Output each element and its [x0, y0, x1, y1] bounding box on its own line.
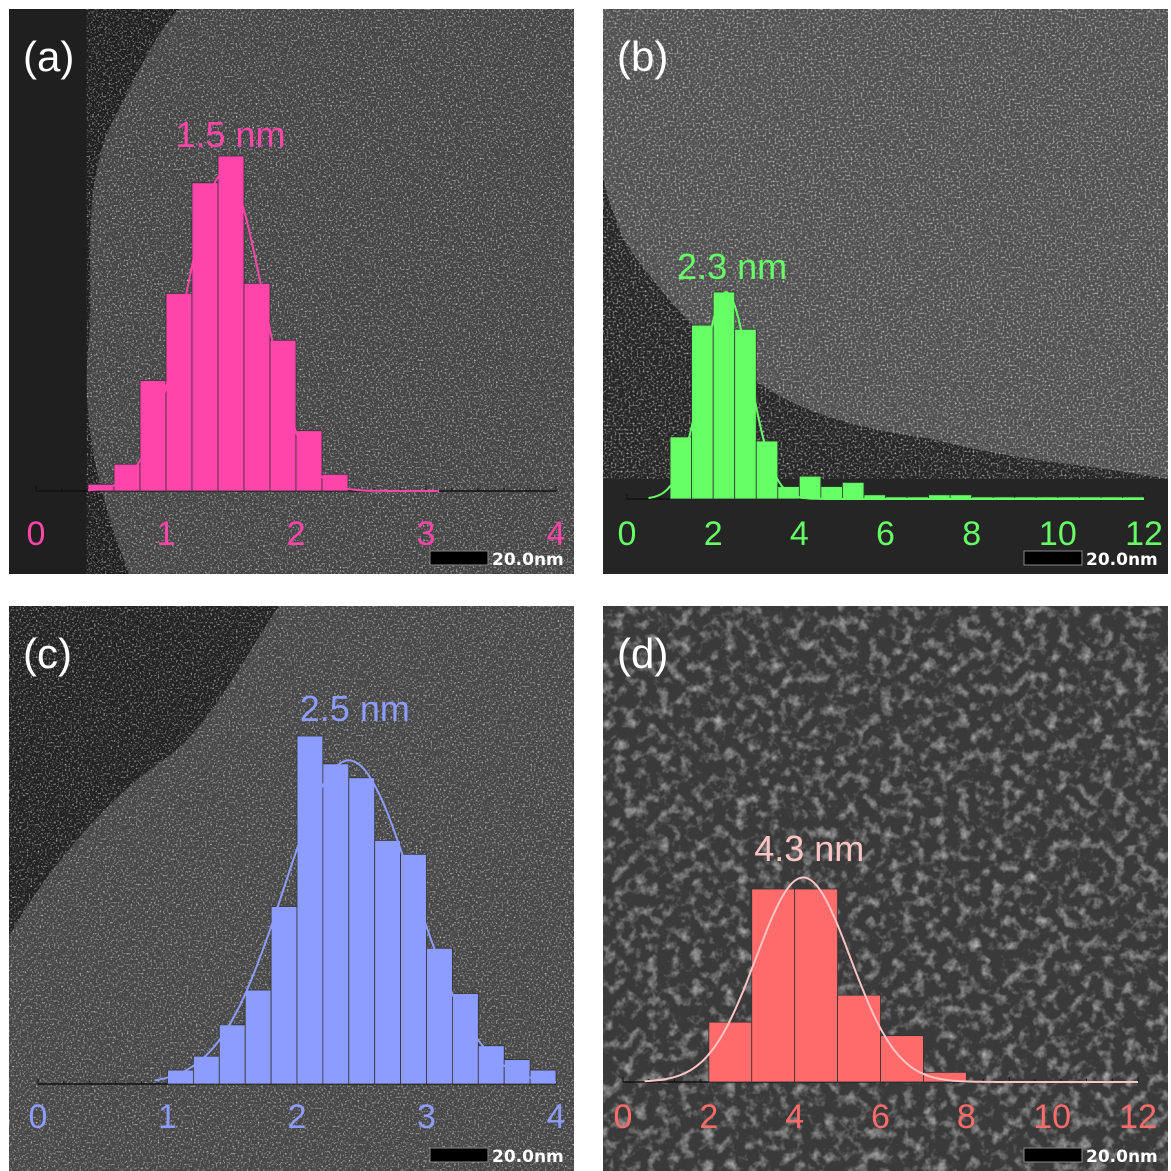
panel-b-bar	[842, 482, 865, 500]
panel-b-tick-label: 0	[618, 515, 637, 553]
panel-d-bar	[751, 888, 796, 1083]
panel-a-bar	[243, 282, 271, 492]
panel-b-tick-label: 2	[704, 515, 723, 553]
panel-b-label: (b)	[617, 33, 668, 80]
panel-b-bar	[712, 291, 736, 500]
panel-c-tick-label: 2	[288, 1098, 307, 1136]
panel-a-tick-label: 0	[27, 515, 46, 553]
panel-d-tick-label: 8	[957, 1098, 976, 1136]
panel-a-bar	[165, 292, 193, 492]
panel-d-tick-label: 10	[1033, 1098, 1071, 1136]
panel-a-bar	[191, 182, 219, 492]
panel-a-tick-label: 2	[287, 515, 306, 553]
panel-c-fit-curve	[154, 759, 557, 1084]
panel-b-tick-label: 12	[1125, 515, 1163, 553]
panel-c-bar	[296, 735, 324, 1085]
panel-b: 0 2 4 6 8 10 12 2.3 nm (b) 20.0nm	[603, 9, 1168, 574]
panel-c-bar	[503, 1059, 531, 1085]
panel-d-chart: 0 2 4 6 8 10 12 4.3 nm (d) 20.0nm	[603, 606, 1168, 1171]
panel-c-bar	[426, 947, 453, 1085]
panel-a-scale-bar-label: 20.0nm	[492, 550, 564, 570]
panel-d-bar	[837, 994, 881, 1083]
panel-a-fit-curve	[87, 171, 439, 492]
panel-d-bar	[708, 1021, 753, 1083]
panel-b-tick-label: 4	[790, 515, 809, 553]
panel-c-bar	[244, 989, 272, 1085]
panel-d-tick-label: 4	[785, 1098, 804, 1136]
panel-d-fit-curve	[644, 876, 1138, 1083]
panel-a-tick-label: 4	[547, 515, 566, 553]
panel-b-bar	[820, 486, 843, 500]
panel-a-chart: 0 1 2 3 4 1.5 nm (a) 20.0nm	[9, 9, 574, 574]
panel-d-scale-bar	[1023, 1147, 1083, 1163]
panel-c-bar	[322, 763, 350, 1085]
panel-d-scale-bar-label: 20.0nm	[1086, 1147, 1158, 1167]
panel-c-scale-bar	[429, 1147, 489, 1163]
panel-a-scale-bar	[429, 550, 489, 566]
panel-c-tick-label: 0	[29, 1098, 48, 1136]
panel-a-bar	[217, 155, 245, 492]
panel-a-tick-label: 3	[417, 515, 436, 553]
panel-c-tick-label: 4	[547, 1098, 566, 1136]
panel-b-tick-label: 8	[962, 515, 981, 553]
panel-c-chart: 0 1 2 3 4 2.5 nm (c) 20.0nm	[9, 606, 574, 1171]
panel-b-bar	[755, 440, 779, 500]
panel-c-bar	[192, 1055, 220, 1085]
panel-d-bar	[794, 888, 838, 1083]
panel-c-tick-label: 3	[417, 1098, 436, 1136]
panel-d-tick-label: 2	[699, 1098, 718, 1136]
panel-a-label: (a)	[23, 33, 74, 80]
panel-d-tick-label: 0	[614, 1098, 633, 1136]
panel-d-label: (d)	[617, 630, 668, 677]
panel-a-bar	[139, 380, 167, 492]
panel-b-bar	[798, 475, 822, 500]
panel-c-bar	[348, 777, 376, 1085]
panel-b-scale-bar-label: 20.0nm	[1086, 550, 1158, 570]
panel-c-bar	[374, 839, 402, 1085]
panel-a-peak-label: 1.5 nm	[175, 114, 285, 155]
panel-d-bar	[923, 1071, 967, 1083]
panel-b-fit-curve	[648, 290, 1144, 500]
panel-c-bar	[451, 993, 479, 1085]
panel-c-bar	[270, 906, 298, 1085]
panel-d-tick-label: 12	[1119, 1098, 1157, 1136]
panel-c: 0 1 2 3 4 2.5 nm (c) 20.0nm	[9, 606, 574, 1171]
panel-b-chart: 0 2 4 6 8 10 12 2.3 nm (b) 20.0nm	[603, 9, 1168, 574]
panel-d-peak-label: 4.3 nm	[754, 828, 864, 869]
panel-c-tick-label: 1	[158, 1098, 177, 1136]
panel-d-tick-label: 6	[871, 1098, 890, 1136]
panel-b-tick-label: 10	[1039, 515, 1077, 553]
panel-b-scale-bar	[1023, 550, 1083, 566]
panel-c-scale-bar-label: 20.0nm	[492, 1147, 564, 1167]
panel-b-bar	[734, 328, 757, 500]
panel-b-tick-label: 6	[876, 515, 895, 553]
panel-b-peak-label: 2.3 nm	[677, 246, 787, 287]
panel-c-peak-label: 2.5 nm	[300, 688, 410, 729]
panel-c-bar	[477, 1045, 505, 1085]
panel-a-bar	[269, 339, 297, 492]
panel-d: 0 2 4 6 8 10 12 4.3 nm (d) 20.0nm	[603, 606, 1168, 1171]
panel-a: 0 1 2 3 4 1.5 nm (a) 20.0nm	[9, 9, 574, 574]
panel-c-label: (c)	[23, 630, 72, 677]
panel-a-tick-label: 1	[157, 515, 176, 553]
